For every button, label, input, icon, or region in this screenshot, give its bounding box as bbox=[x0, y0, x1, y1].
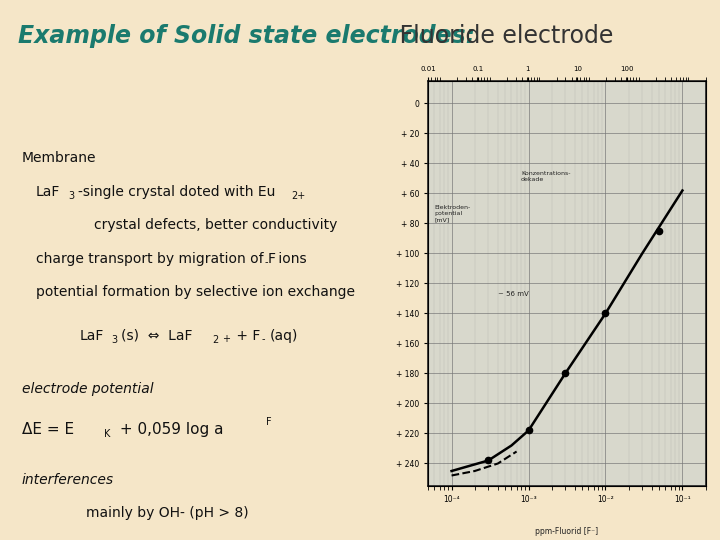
Text: LaF: LaF bbox=[36, 185, 60, 199]
Text: K: K bbox=[104, 429, 111, 439]
Text: ions: ions bbox=[274, 252, 306, 266]
Text: mainly by OH- (pH > 8): mainly by OH- (pH > 8) bbox=[86, 506, 249, 520]
Text: 2: 2 bbox=[212, 335, 219, 345]
Text: interferences: interferences bbox=[22, 472, 114, 487]
Text: potential formation by selective ion exchange: potential formation by selective ion exc… bbox=[36, 285, 355, 299]
Text: ~ 56 mV: ~ 56 mV bbox=[498, 291, 528, 297]
Text: Konzentrations-
dekade: Konzentrations- dekade bbox=[521, 171, 570, 182]
Text: + F: + F bbox=[232, 329, 260, 343]
Text: Fluoride electrode: Fluoride electrode bbox=[392, 24, 613, 48]
Text: -: - bbox=[261, 334, 265, 344]
Text: +: + bbox=[222, 334, 230, 344]
Text: Example of Solid state electrodes:: Example of Solid state electrodes: bbox=[18, 24, 475, 48]
Text: F: F bbox=[266, 417, 272, 427]
Text: -single crystal doted with Eu: -single crystal doted with Eu bbox=[78, 185, 275, 199]
Text: 3: 3 bbox=[68, 191, 75, 201]
Text: ΔE = E: ΔE = E bbox=[22, 422, 73, 437]
Text: ppm-Fluorid [F⁻]: ppm-Fluorid [F⁻] bbox=[536, 526, 598, 536]
Text: charge transport by migration of F: charge transport by migration of F bbox=[36, 252, 276, 266]
Text: 3: 3 bbox=[112, 335, 118, 345]
Text: Elektroden-
potential
[mV]: Elektroden- potential [mV] bbox=[434, 206, 471, 222]
Text: -: - bbox=[265, 257, 269, 267]
Text: Membrane: Membrane bbox=[22, 151, 96, 165]
Text: LaF: LaF bbox=[79, 329, 104, 343]
Text: (aq): (aq) bbox=[270, 329, 298, 343]
Text: (s)  ⇔  LaF: (s) ⇔ LaF bbox=[121, 329, 192, 343]
Text: electrode potential: electrode potential bbox=[22, 382, 153, 396]
Text: + 0,059 log a: + 0,059 log a bbox=[115, 422, 224, 437]
Text: crystal defects, better conductivity: crystal defects, better conductivity bbox=[94, 218, 337, 232]
Text: 2+: 2+ bbox=[292, 191, 306, 201]
